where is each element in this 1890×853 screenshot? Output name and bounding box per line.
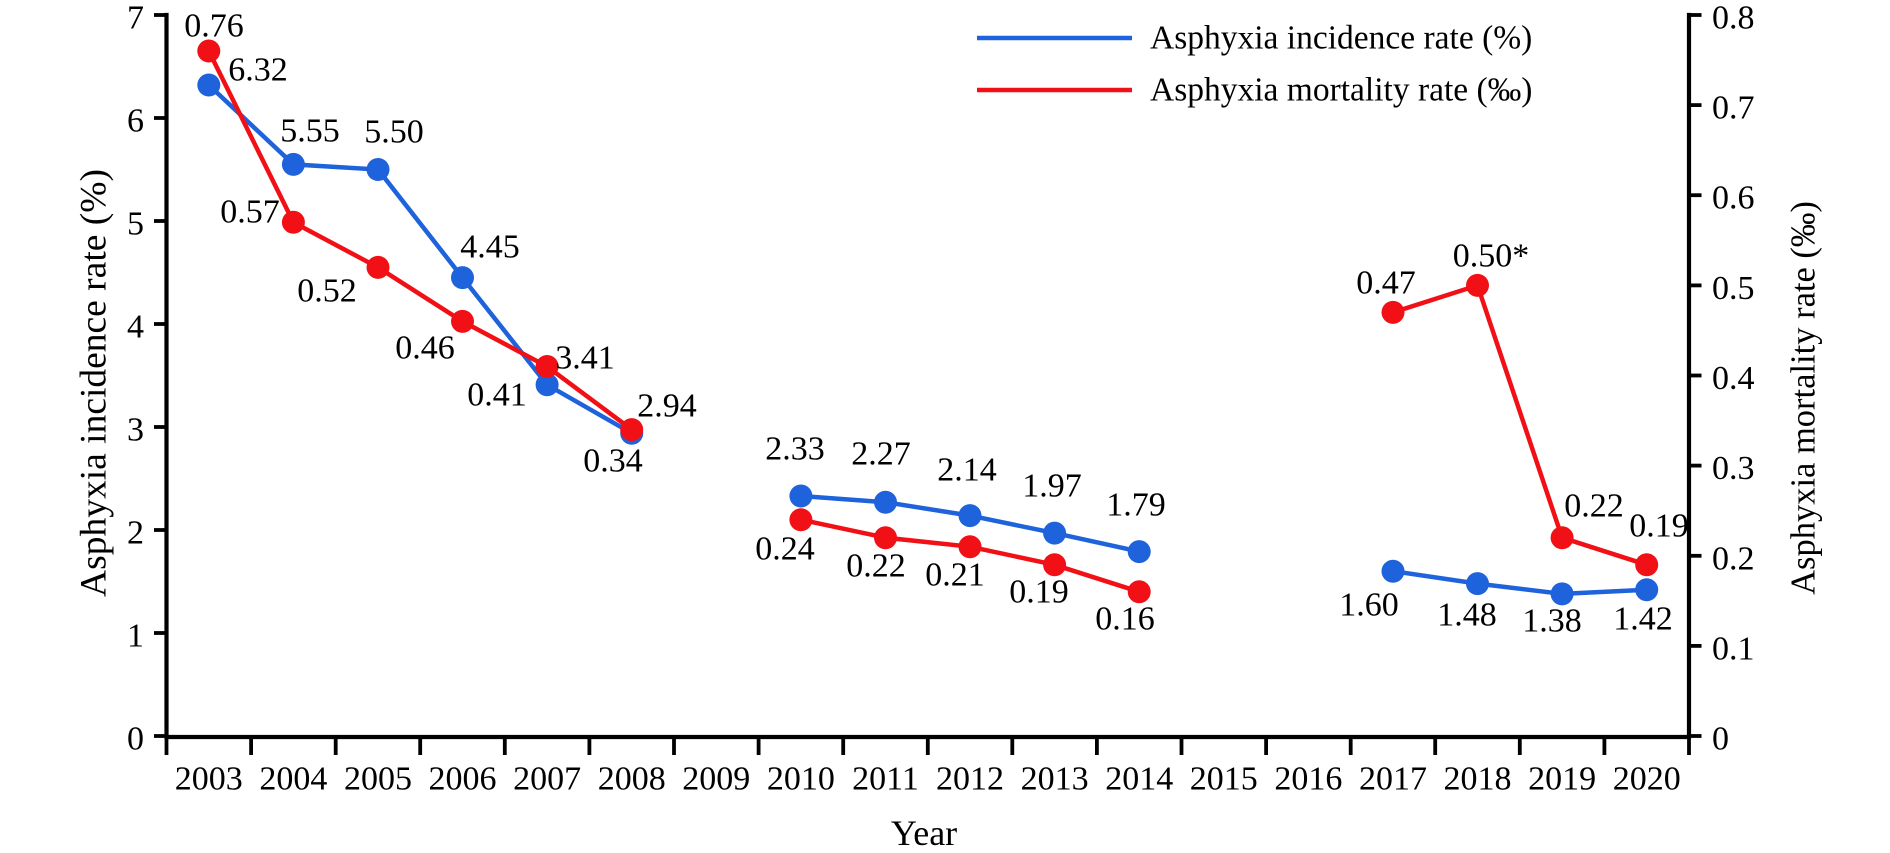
svg-text:2008: 2008 xyxy=(598,761,666,798)
svg-text:0.76: 0.76 xyxy=(184,8,244,45)
svg-text:0.3: 0.3 xyxy=(1712,450,1755,487)
svg-text:2016: 2016 xyxy=(1274,761,1342,798)
svg-text:2013: 2013 xyxy=(1021,761,1089,798)
svg-text:2014: 2014 xyxy=(1105,761,1173,798)
svg-text:0.19: 0.19 xyxy=(1629,508,1689,545)
svg-text:0.16: 0.16 xyxy=(1095,601,1155,638)
svg-text:2.33: 2.33 xyxy=(765,431,825,468)
svg-text:1.38: 1.38 xyxy=(1522,603,1582,640)
svg-text:5: 5 xyxy=(127,206,144,243)
svg-text:7: 7 xyxy=(127,0,144,37)
svg-text:2015: 2015 xyxy=(1190,761,1258,798)
svg-text:2019: 2019 xyxy=(1528,761,1596,798)
svg-text:Asphyxia mortality rate (‰): Asphyxia mortality rate (‰) xyxy=(1785,201,1823,595)
svg-text:2017: 2017 xyxy=(1359,761,1427,798)
svg-text:6: 6 xyxy=(127,103,144,140)
svg-text:0: 0 xyxy=(1712,721,1729,758)
svg-text:2018: 2018 xyxy=(1444,761,1512,798)
svg-text:0.4: 0.4 xyxy=(1712,360,1755,397)
svg-text:1.42: 1.42 xyxy=(1613,601,1673,638)
svg-text:4: 4 xyxy=(127,309,144,346)
svg-text:2012: 2012 xyxy=(936,761,1004,798)
svg-text:0.52: 0.52 xyxy=(297,273,357,310)
svg-text:3.41: 3.41 xyxy=(555,340,615,377)
svg-text:0.2: 0.2 xyxy=(1712,540,1755,577)
svg-text:0.41: 0.41 xyxy=(467,377,527,414)
svg-text:0.5: 0.5 xyxy=(1712,270,1755,307)
svg-text:1: 1 xyxy=(127,618,144,655)
svg-text:0.1: 0.1 xyxy=(1712,630,1755,667)
svg-text:0.22: 0.22 xyxy=(1564,488,1624,525)
svg-text:0: 0 xyxy=(127,721,144,758)
svg-text:2003: 2003 xyxy=(175,761,243,798)
svg-text:2.27: 2.27 xyxy=(851,436,911,473)
svg-text:2007: 2007 xyxy=(513,761,581,798)
svg-text:2009: 2009 xyxy=(682,761,750,798)
svg-text:6.32: 6.32 xyxy=(228,52,288,89)
svg-text:2020: 2020 xyxy=(1613,761,1681,798)
svg-text:Asphyxia incidence rate (%): Asphyxia incidence rate (%) xyxy=(1150,20,1532,57)
svg-text:Asphyxia mortality rate (‰): Asphyxia mortality rate (‰) xyxy=(1150,72,1532,109)
svg-text:1.60: 1.60 xyxy=(1339,587,1399,624)
svg-text:0.34: 0.34 xyxy=(583,443,643,480)
svg-text:2.94: 2.94 xyxy=(637,388,697,425)
svg-text:2: 2 xyxy=(127,515,144,552)
svg-text:2005: 2005 xyxy=(344,761,412,798)
svg-text:5.55: 5.55 xyxy=(280,113,340,150)
svg-text:2004: 2004 xyxy=(259,761,327,798)
svg-text:2006: 2006 xyxy=(429,761,497,798)
svg-text:0.8: 0.8 xyxy=(1712,0,1755,37)
svg-text:1.79: 1.79 xyxy=(1106,487,1166,524)
svg-text:0.46: 0.46 xyxy=(395,330,455,367)
svg-text:3: 3 xyxy=(127,412,144,449)
svg-text:5.50: 5.50 xyxy=(364,114,424,151)
svg-text:0.24: 0.24 xyxy=(755,531,815,568)
svg-text:0.6: 0.6 xyxy=(1712,180,1755,217)
svg-text:1.97: 1.97 xyxy=(1022,468,1082,505)
svg-text:0.50*: 0.50* xyxy=(1453,238,1530,275)
svg-text:0.47: 0.47 xyxy=(1356,265,1416,302)
svg-text:0.57: 0.57 xyxy=(220,194,280,231)
svg-text:0.21: 0.21 xyxy=(925,557,985,594)
svg-text:0.19: 0.19 xyxy=(1009,574,1069,611)
svg-text:0.22: 0.22 xyxy=(846,548,906,585)
svg-text:0.7: 0.7 xyxy=(1712,90,1755,127)
svg-text:2011: 2011 xyxy=(852,761,919,798)
svg-text:Asphyxia incidence rate (%): Asphyxia incidence rate (%) xyxy=(74,169,115,597)
svg-text:1.48: 1.48 xyxy=(1437,597,1497,634)
svg-text:Year: Year xyxy=(891,813,957,853)
svg-text:2.14: 2.14 xyxy=(937,452,997,489)
svg-text:4.45: 4.45 xyxy=(460,229,520,266)
svg-text:2010: 2010 xyxy=(767,761,835,798)
